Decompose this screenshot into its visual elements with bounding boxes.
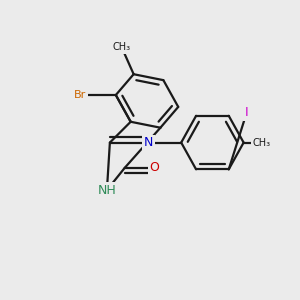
Text: Br: Br	[74, 90, 86, 100]
Text: I: I	[245, 106, 248, 119]
Text: N: N	[144, 136, 153, 149]
Text: CH₃: CH₃	[113, 43, 131, 52]
Text: NH: NH	[98, 184, 116, 196]
Text: CH₃: CH₃	[252, 138, 271, 148]
Text: O: O	[149, 161, 159, 174]
